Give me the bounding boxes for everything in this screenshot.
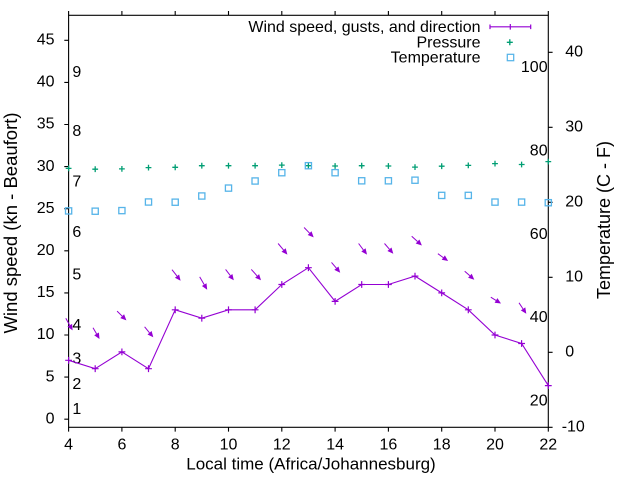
svg-text:4: 4 — [72, 317, 81, 334]
svg-text:16: 16 — [380, 437, 398, 454]
svg-text:10: 10 — [37, 326, 55, 343]
svg-text:30: 30 — [565, 119, 583, 136]
svg-text:Temperature (C - F): Temperature (C - F) — [594, 141, 614, 299]
svg-text:Wind speed, gusts, and directi: Wind speed, gusts, and direction — [248, 19, 480, 36]
svg-text:Local time (Africa/Johannesbur: Local time (Africa/Johannesburg) — [186, 455, 435, 474]
svg-text:7: 7 — [72, 174, 81, 191]
svg-text:15: 15 — [37, 284, 55, 301]
svg-text:2: 2 — [72, 376, 81, 393]
svg-text:Wind speed (kn - Beaufort): Wind speed (kn - Beaufort) — [0, 112, 21, 333]
svg-text:35: 35 — [37, 116, 55, 133]
svg-text:20: 20 — [530, 393, 548, 410]
svg-text:Temperature: Temperature — [391, 50, 481, 67]
svg-text:100: 100 — [521, 59, 548, 76]
svg-text:10: 10 — [220, 437, 238, 454]
svg-text:0: 0 — [565, 344, 574, 361]
svg-text:30: 30 — [37, 158, 55, 175]
svg-text:-10: -10 — [562, 419, 585, 436]
svg-text:10: 10 — [565, 269, 583, 286]
svg-text:4: 4 — [64, 437, 73, 454]
svg-text:45: 45 — [37, 32, 55, 49]
svg-text:1: 1 — [72, 401, 81, 418]
svg-text:20: 20 — [37, 242, 55, 259]
svg-text:40: 40 — [37, 74, 55, 91]
svg-text:3: 3 — [72, 351, 81, 368]
svg-text:12: 12 — [273, 437, 291, 454]
svg-text:60: 60 — [530, 226, 548, 243]
svg-text:9: 9 — [72, 64, 81, 81]
svg-text:5: 5 — [46, 368, 55, 385]
svg-text:40: 40 — [565, 44, 583, 61]
svg-text:22: 22 — [539, 437, 557, 454]
svg-text:14: 14 — [326, 437, 344, 454]
svg-text:6: 6 — [72, 224, 81, 241]
svg-text:8: 8 — [72, 123, 81, 140]
svg-text:8: 8 — [171, 437, 180, 454]
svg-text:20: 20 — [565, 194, 583, 211]
svg-text:18: 18 — [433, 437, 451, 454]
svg-text:80: 80 — [530, 143, 548, 160]
svg-text:5: 5 — [72, 266, 81, 283]
svg-text:0: 0 — [46, 410, 55, 427]
svg-text:20: 20 — [486, 437, 504, 454]
svg-text:Pressure: Pressure — [416, 34, 480, 51]
svg-text:6: 6 — [117, 437, 126, 454]
svg-text:25: 25 — [37, 200, 55, 217]
svg-text:40: 40 — [530, 309, 548, 326]
